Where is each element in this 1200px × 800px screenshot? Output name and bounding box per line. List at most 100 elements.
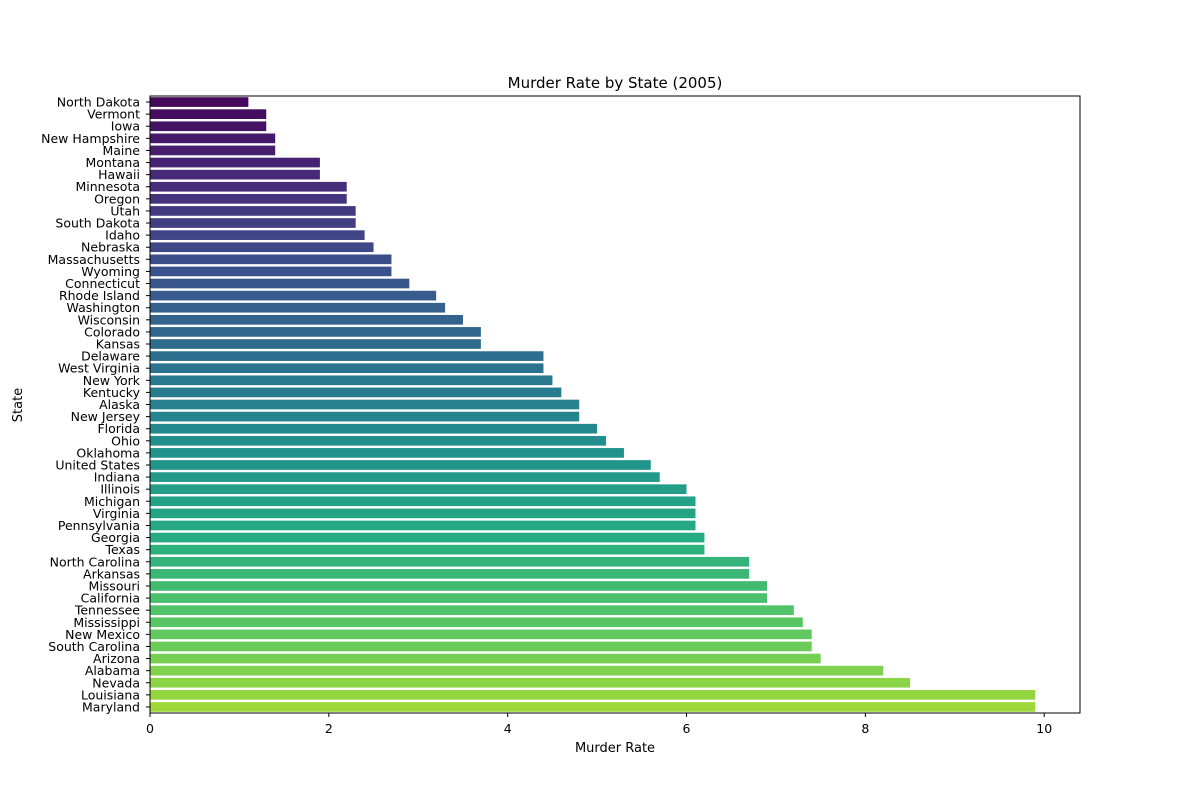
y-tick-label: Arizona — [93, 651, 140, 666]
y-tick-label: Ohio — [111, 433, 140, 448]
bar — [150, 169, 320, 180]
y-tick-label: Pennsylvania — [58, 518, 140, 533]
bar — [150, 375, 553, 386]
bar — [150, 230, 365, 240]
bar — [150, 448, 624, 458]
y-tick-label: Rhode Island — [59, 288, 140, 303]
bar — [150, 242, 374, 253]
bar — [150, 97, 249, 107]
y-tick-label: Alabama — [85, 663, 140, 678]
y-tick-label: Connecticut — [65, 276, 140, 291]
y-tick-label: South Dakota — [55, 216, 140, 231]
bar — [150, 327, 481, 337]
bar — [150, 206, 356, 216]
y-tick-label: Florida — [97, 421, 140, 436]
bar — [150, 508, 696, 519]
y-tick-label: Wyoming — [81, 264, 140, 279]
y-tick-label: Massachusetts — [48, 252, 140, 267]
bar — [150, 435, 607, 446]
y-tick-label: Arkansas — [83, 566, 140, 581]
bar — [150, 653, 821, 664]
x-tick-label: 0 — [146, 721, 154, 736]
x-axis-label: Murder Rate — [575, 741, 655, 756]
y-tick-label: Idaho — [105, 228, 140, 243]
y-tick-label: Michigan — [84, 494, 140, 509]
bar — [150, 157, 320, 168]
y-tick-label: Maryland — [82, 699, 140, 714]
bar — [150, 181, 347, 192]
bar — [150, 496, 696, 507]
bars-group — [150, 97, 1036, 712]
bar — [150, 133, 276, 144]
y-tick-label: Oregon — [94, 191, 140, 206]
y-tick-label: New Jersey — [71, 409, 141, 424]
y-tick-label: Kansas — [96, 337, 140, 352]
x-tick-label: 10 — [1036, 721, 1052, 736]
y-tick-label: Louisiana — [81, 687, 140, 702]
y-tick-label: Illinois — [100, 482, 140, 497]
bar — [150, 351, 544, 361]
x-tick-label: 2 — [325, 721, 333, 736]
y-tick-label: Wisconsin — [78, 312, 140, 327]
y-tick-label: Colorado — [84, 324, 140, 339]
y-tick-label: Vermont — [87, 107, 140, 122]
y-tick-label: Oklahoma — [76, 445, 140, 460]
bar — [150, 218, 356, 228]
y-tick-label: Minnesota — [75, 179, 140, 194]
y-tick-label: United States — [55, 457, 140, 472]
bar — [150, 629, 812, 640]
y-tick-label: Indiana — [94, 470, 140, 485]
y-tick-label: New Mexico — [65, 627, 140, 642]
bar — [150, 641, 812, 652]
y-tick-label: Washington — [67, 300, 140, 315]
bar — [150, 593, 768, 603]
y-tick-label: Georgia — [91, 530, 140, 545]
x-tick-label: 6 — [683, 721, 691, 736]
y-tick-label: Hawaii — [98, 167, 140, 182]
bar — [150, 556, 750, 567]
chart-title: Murder Rate by State (2005) — [508, 74, 723, 92]
bar — [150, 314, 463, 325]
y-tick-label: Nevada — [92, 675, 140, 690]
y-tick-label: Iowa — [111, 119, 140, 134]
bar — [150, 339, 481, 349]
bar — [150, 145, 276, 156]
y-tick-label: California — [81, 591, 140, 606]
bar — [150, 109, 267, 119]
y-tick-label: Nebraska — [81, 240, 140, 255]
bar — [150, 581, 768, 591]
bar — [150, 254, 392, 265]
bar — [150, 290, 437, 301]
bar — [150, 677, 911, 688]
y-tick-label: Kentucky — [83, 385, 141, 400]
bar — [150, 690, 1036, 700]
y-tick-label: Texas — [104, 542, 140, 557]
plot-frame — [149, 95, 1081, 714]
bar — [150, 532, 705, 543]
y-tick-label: New York — [83, 373, 141, 388]
y-tick-label: Tennessee — [74, 603, 140, 618]
y-tick-label: Utah — [110, 203, 140, 218]
bar — [150, 472, 660, 482]
y-tick-label: West Virginia — [58, 361, 140, 376]
y-tick-label: Mississippi — [73, 615, 140, 630]
bar — [150, 544, 705, 555]
bar — [150, 569, 750, 579]
y-tick-label: North Dakota — [57, 95, 140, 110]
bar — [150, 302, 446, 313]
bar — [150, 460, 651, 470]
bar — [150, 484, 687, 495]
y-tick-label: Montana — [86, 155, 141, 170]
x-tick-label: 8 — [861, 721, 869, 736]
y-tick-label: Maine — [102, 143, 140, 158]
x-tick-label: 4 — [504, 721, 512, 736]
y-tick-label: New Hampshire — [41, 131, 140, 146]
x-ticks: 0 2 4 6 8 10 — [146, 713, 1052, 736]
bar — [150, 387, 562, 398]
bar — [150, 423, 598, 434]
bar — [150, 605, 794, 616]
y-tick-label: North Carolina — [50, 554, 140, 569]
y-tick-label: Missouri — [89, 578, 140, 593]
